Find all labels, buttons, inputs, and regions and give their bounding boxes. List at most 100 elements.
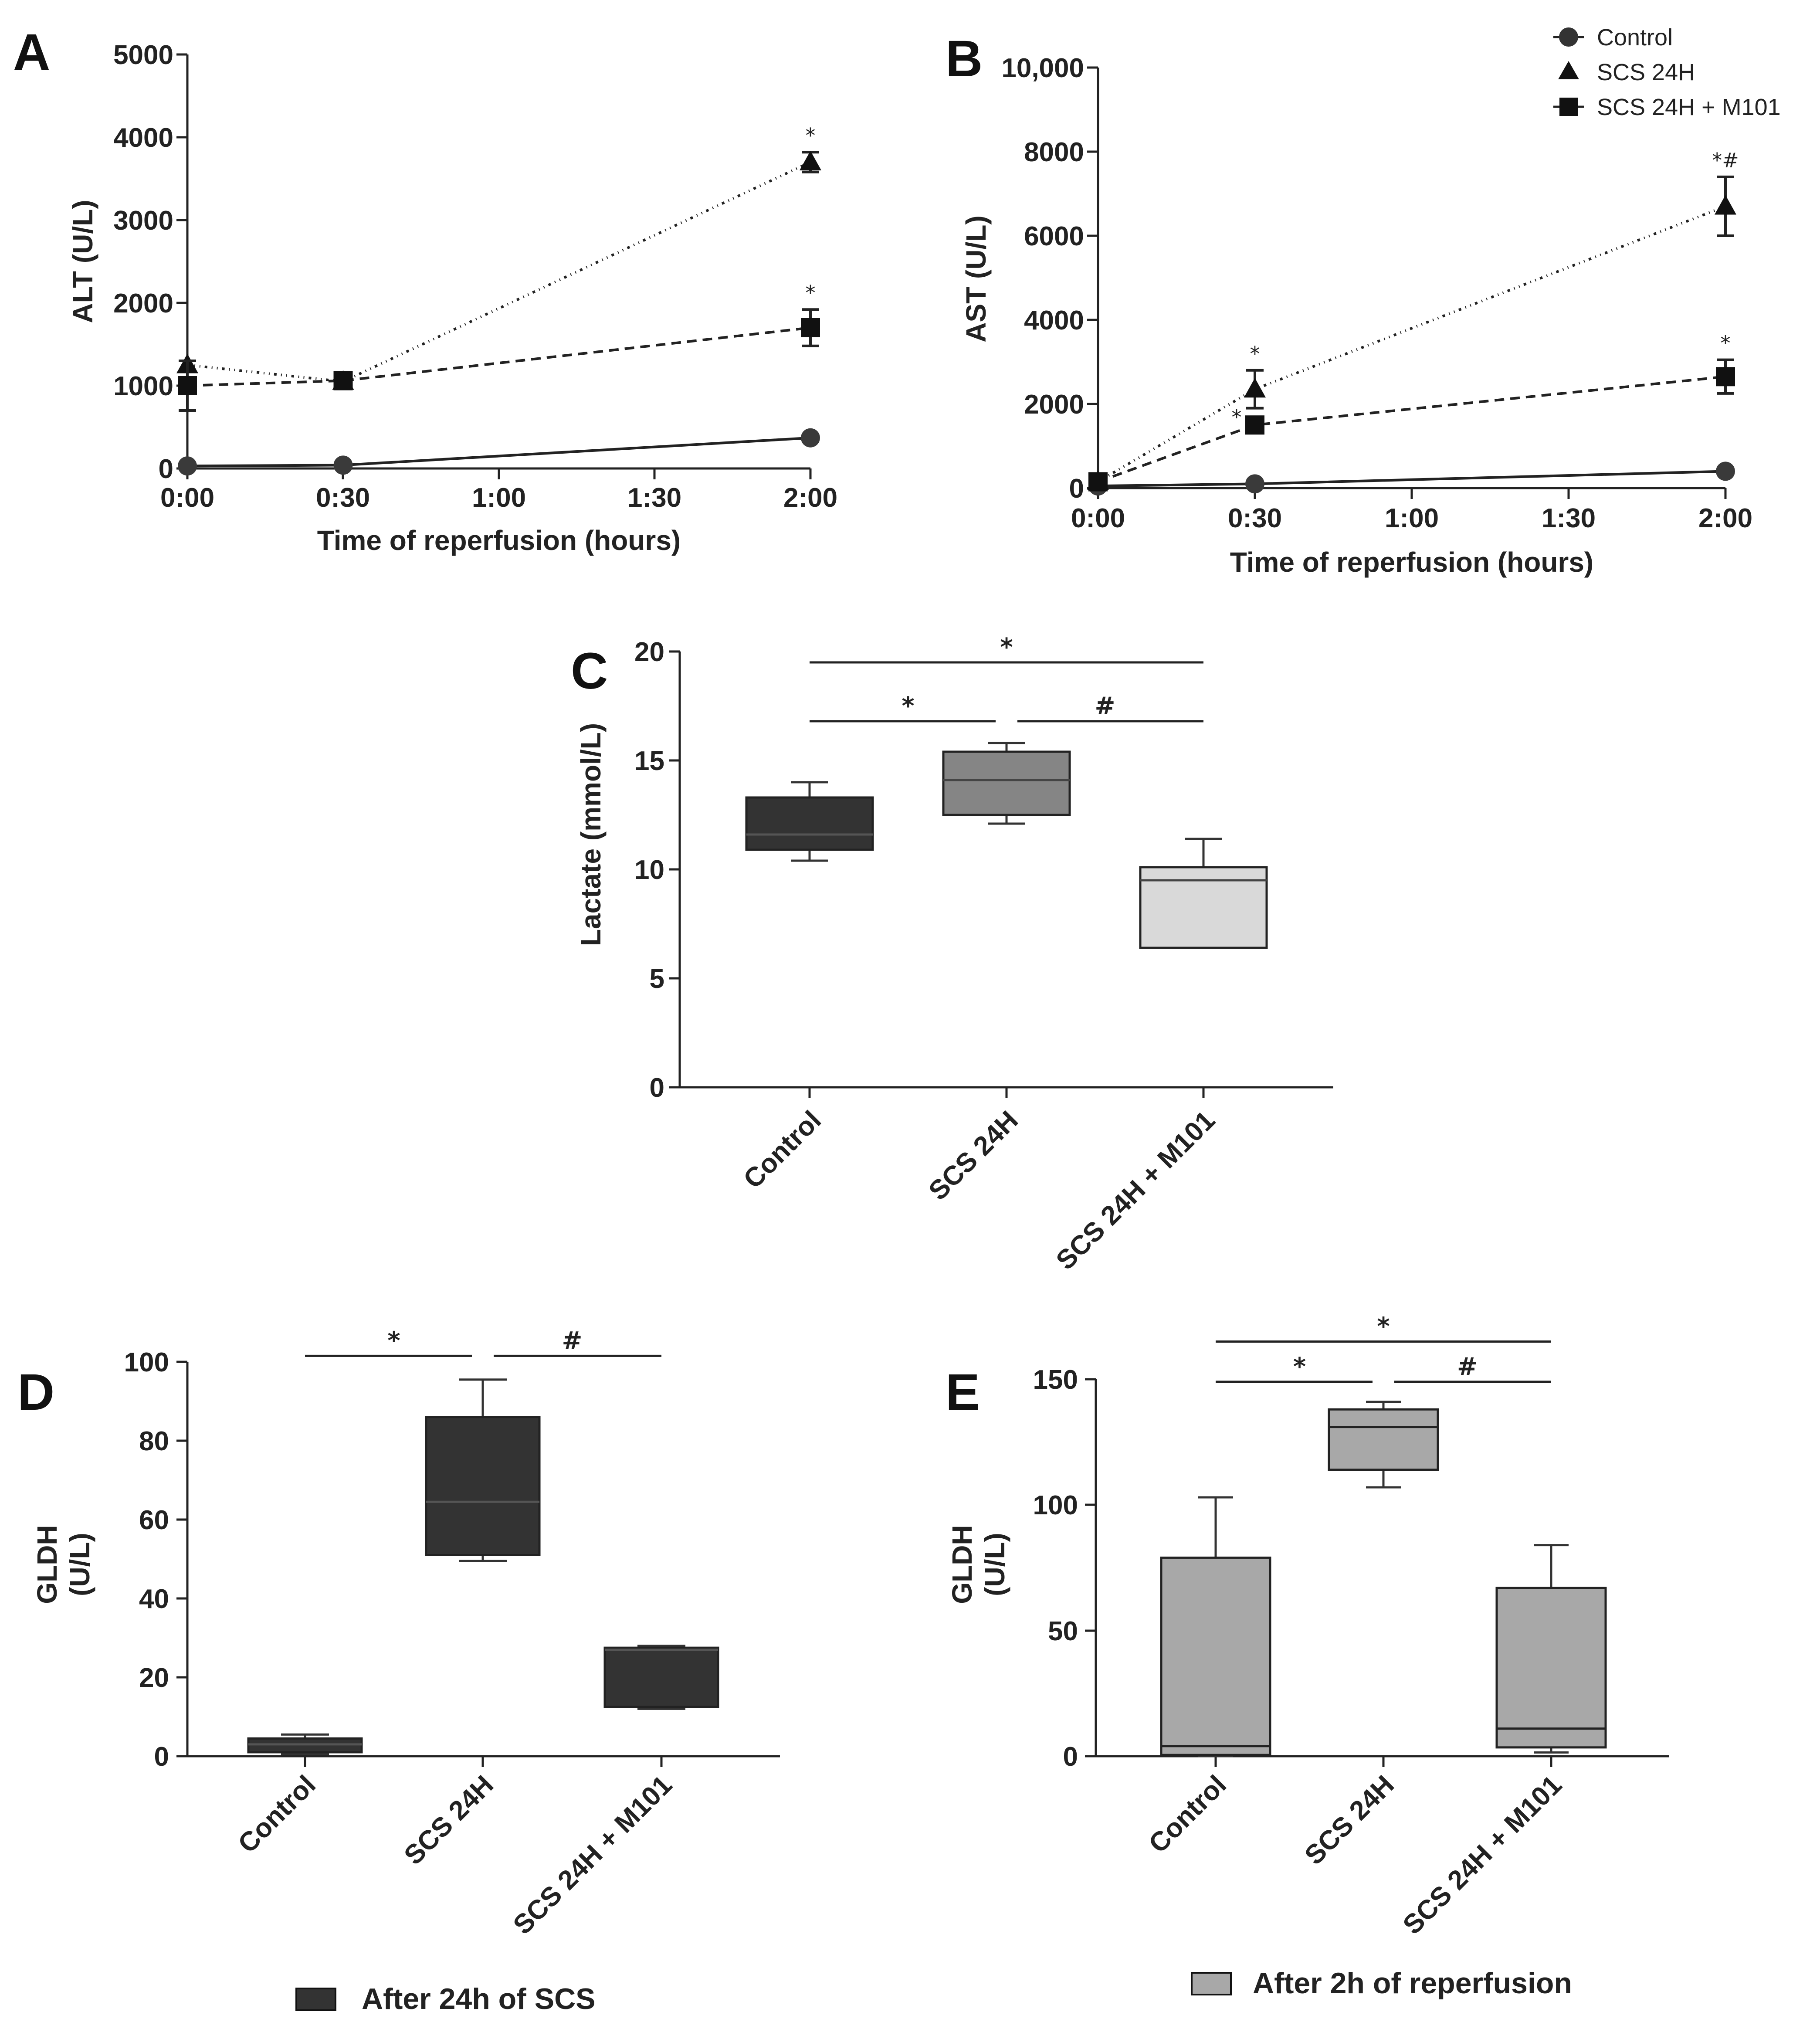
- y-tick-label: 8000: [1024, 137, 1084, 167]
- y-tick-label: 60: [139, 1505, 169, 1535]
- y-tick-label: 40: [139, 1584, 169, 1614]
- y-axis-label-unit: (U/L): [64, 1533, 95, 1596]
- category-label: SCS 24H: [1299, 1770, 1400, 1871]
- significance-label: *: [387, 1327, 400, 1355]
- significance-label: *: [1377, 1313, 1390, 1341]
- y-ticks: 0 20 40 60 80 100: [124, 1347, 187, 1772]
- y-tick-label: 5: [650, 964, 664, 994]
- y-tick-label: 0: [1069, 474, 1084, 504]
- data-point-control: [1245, 474, 1264, 494]
- data-point-scs-24h-m101: [801, 318, 820, 337]
- y-axis-label: GLDH: [946, 1525, 978, 1604]
- legend-label-control: Control: [1597, 24, 1673, 51]
- y-tick-label: 100: [1033, 1490, 1078, 1520]
- plot-area: **: [176, 124, 821, 476]
- box-scs-24h-m101: [603, 1646, 719, 1708]
- y-axis-label: AST (U/L): [960, 215, 992, 343]
- y-tick-label: 0: [154, 1742, 169, 1772]
- box-scs-24h: [1328, 1408, 1439, 1471]
- plot-area: * * #: [1160, 1313, 1607, 1758]
- significance-label: *: [1250, 342, 1260, 366]
- y-tick-label: 6000: [1024, 221, 1084, 251]
- x-tick-label: 1:30: [627, 483, 681, 513]
- series-line-scs-24h: [187, 161, 811, 383]
- legend-swatch-icon: [295, 1988, 336, 2011]
- significance-label: #: [1095, 692, 1115, 720]
- legend-label: After 24h of SCS: [362, 1982, 596, 2015]
- panel-letter-e: E: [946, 1364, 980, 1421]
- data-point-scs-24h-m101: [178, 376, 197, 395]
- y-tick-label: 2000: [113, 288, 173, 319]
- panel-e: E 0 50 100 150 Control SCS 24H SCS 24H +…: [946, 1313, 1669, 2000]
- legend: Control SCS 24H SCS 24H + M101: [1553, 24, 1781, 120]
- category-label: SCS 24H + M101: [1397, 1770, 1568, 1940]
- series-line-scs-24h-m101: [1097, 375, 1726, 483]
- y-tick-label: 15: [634, 746, 664, 776]
- y-tick-label: 1000: [113, 371, 173, 401]
- panel-d: D 0 20 40 60 80 100 Control SCS 24H SCS …: [17, 1327, 780, 2015]
- y-axis-label: ALT (U/L): [67, 200, 98, 323]
- y-axis-label-unit: (U/L): [979, 1533, 1010, 1596]
- y-axis-label: Lactate (mmol/L): [575, 723, 607, 946]
- triangle-marker-icon: [1558, 61, 1579, 79]
- category-label: SCS 24H + M101: [1051, 1105, 1221, 1276]
- y-ticks: 0 5 10 15 20: [634, 637, 680, 1103]
- data-point-control: [801, 428, 820, 448]
- y-tick-label: 0: [650, 1073, 664, 1103]
- y-tick-label: 150: [1033, 1365, 1078, 1395]
- panel-c: C 0 5 10 15 20 Control SCS 24H SCS 24H +…: [571, 633, 1333, 1276]
- data-point-control: [1716, 461, 1735, 481]
- data-point-scs-24h: [1715, 195, 1736, 215]
- series-line-control: [1098, 470, 1726, 488]
- significance-label: *: [806, 124, 816, 147]
- y-tick-label: 50: [1048, 1616, 1078, 1646]
- series-line-control: [187, 436, 811, 468]
- panel-letter-d: D: [17, 1364, 54, 1421]
- category-label: SCS 24H: [398, 1770, 499, 1871]
- category-label: SCS 24H + M101: [508, 1770, 678, 1940]
- data-point-scs-24h-m101: [1716, 367, 1735, 387]
- y-tick-label: 100: [124, 1347, 169, 1378]
- legend: After 2h of reperfusion: [1191, 1967, 1572, 2000]
- significance-label: *: [1721, 332, 1731, 355]
- y-tick-label: 2000: [1024, 390, 1084, 420]
- panel-a: A 0 1000 2000 3000 4000 5000 0:00 0:30 1…: [13, 24, 837, 556]
- category-label: Control: [1143, 1770, 1232, 1859]
- significance-label: *: [1293, 1353, 1306, 1381]
- legend-label-scs-24h: SCS 24H: [1597, 59, 1695, 85]
- y-tick-label: 20: [634, 637, 664, 667]
- box-scs-24h: [942, 750, 1071, 816]
- x-ticks: 0:00 0:30 1:00 1:30 2:00: [160, 468, 837, 513]
- y-tick-label: 20: [139, 1663, 169, 1693]
- x-categories: Control SCS 24H SCS 24H + M101: [1143, 1756, 1568, 1940]
- category-label: Control: [738, 1105, 827, 1194]
- plot-area: * #: [247, 1327, 719, 1755]
- panel-b: B 0 2000 4000 6000 8000 10,000 0:00 0:30…: [946, 24, 1781, 578]
- category-label: Control: [232, 1770, 322, 1859]
- data-point-scs-24h-m101: [1088, 472, 1108, 492]
- significance-label: *: [1232, 405, 1242, 429]
- x-tick-label: 0:00: [160, 483, 214, 513]
- data-point-control: [333, 455, 353, 475]
- category-label: SCS 24H: [923, 1105, 1024, 1206]
- x-ticks: 0:00 0:30 1:00 1:30 2:00: [1071, 488, 1752, 533]
- circle-marker-icon: [1559, 27, 1578, 47]
- y-tick-label: 4000: [1024, 305, 1084, 336]
- y-ticks: 0 50 100 150: [1033, 1365, 1096, 1772]
- y-tick-label: 10,000: [1001, 53, 1084, 83]
- x-tick-label: 0:30: [316, 483, 370, 513]
- x-categories: Control SCS 24H SCS 24H + M101: [232, 1756, 678, 1940]
- plot-area: * *# * *: [1087, 149, 1739, 496]
- y-ticks: 0 2000 4000 6000 8000 10,000: [1001, 53, 1098, 504]
- series-line-scs-24h: [1097, 205, 1726, 483]
- data-point-scs-24h: [1244, 378, 1266, 398]
- series-line-scs-24h-m101: [187, 326, 811, 387]
- y-tick-label: 0: [1063, 1742, 1078, 1772]
- significance-label: *: [1000, 633, 1013, 662]
- panel-letter-c: C: [571, 642, 608, 700]
- legend-label-scs-24h-m101: SCS 24H + M101: [1597, 94, 1781, 120]
- significance-label: *: [902, 692, 914, 720]
- square-marker-icon: [1559, 98, 1578, 116]
- x-tick-label: 2:00: [783, 483, 837, 513]
